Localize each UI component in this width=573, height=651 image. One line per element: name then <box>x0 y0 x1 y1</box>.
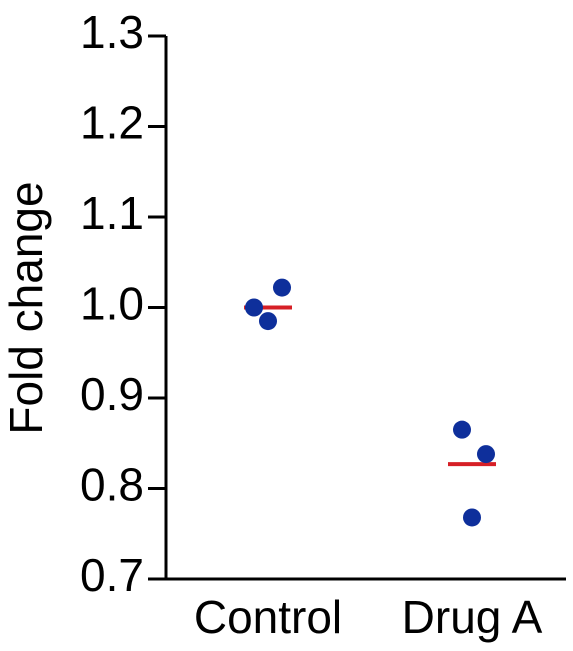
y-tick-label: 1.1 <box>80 187 144 239</box>
points-layer <box>245 278 495 527</box>
y-tick-label: 0.8 <box>80 459 144 511</box>
labels-layer: 0.7 0.8 0.9 1.0 1.1 1.2 1.3 Control Drug A <box>80 6 543 643</box>
y-tick-label: 1.3 <box>80 6 144 58</box>
data-point <box>259 312 277 331</box>
y-tick-label: 1.2 <box>80 97 144 149</box>
mean-layer <box>244 305 496 467</box>
y-tick-label: 0.7 <box>80 549 144 601</box>
y-axis-title: Fold change <box>0 181 52 434</box>
data-point <box>245 298 263 317</box>
data-point <box>477 445 495 464</box>
data-point <box>463 508 481 527</box>
x-category-label: Control <box>194 591 342 643</box>
axes-layer <box>148 34 566 581</box>
x-category-label: Drug A <box>402 591 543 643</box>
y-tick-label: 0.9 <box>80 368 144 420</box>
data-point <box>453 420 471 439</box>
data-point <box>273 278 291 297</box>
y-tick-label: 1.0 <box>80 278 144 330</box>
